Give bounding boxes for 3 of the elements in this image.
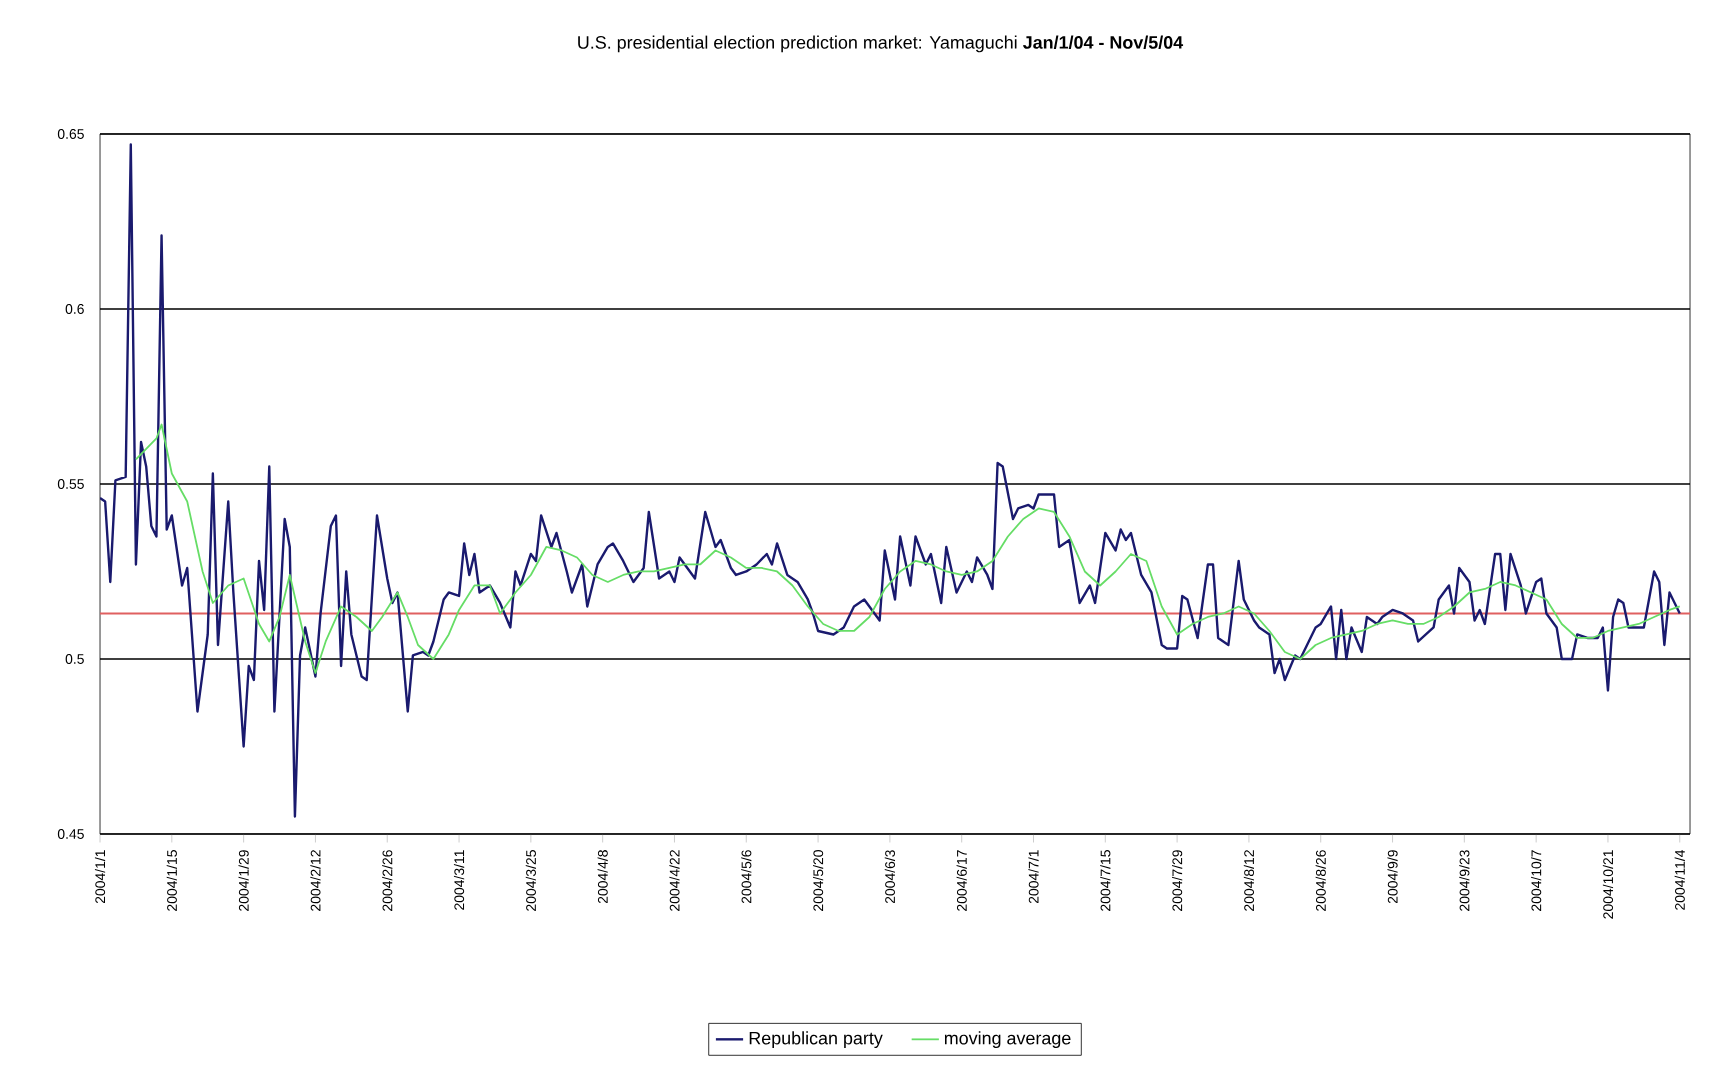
- legend-label: moving average: [944, 1031, 1071, 1049]
- chart-title: U.S. presidential election prediction market: Yamaguchi Jan/1/04 - Nov/5/04: [578, 35, 1184, 53]
- legend-label: Republican party: [749, 1031, 883, 1049]
